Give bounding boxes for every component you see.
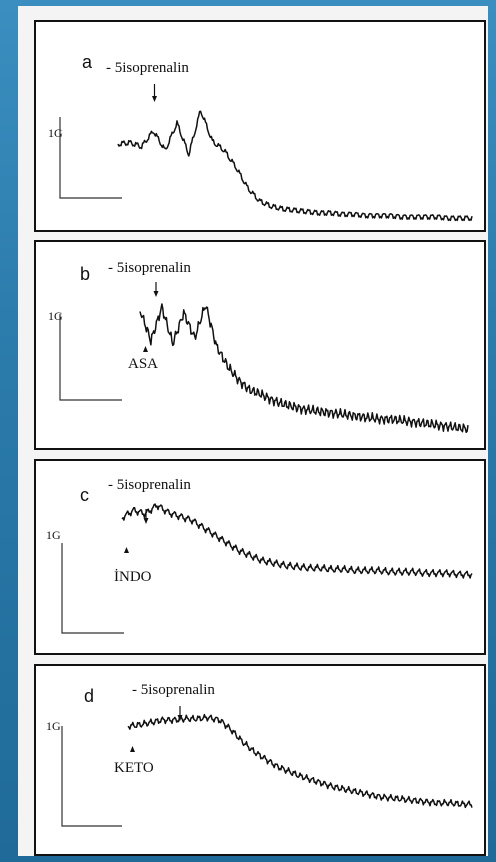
panel-a-trace [117, 110, 473, 222]
panel-d-pretreatment-arrow [130, 746, 135, 752]
panel-c: c - 5isoprenalin İNDO 1G [34, 459, 486, 655]
panel-a-agonist-label: - 5isoprenalin [106, 60, 189, 76]
panel-a-chart: a - 5isoprenalin 1G [48, 52, 473, 222]
panel-a-agonist-arrow [152, 96, 157, 102]
panel-d-scale-label: 1G [46, 719, 61, 733]
panel-c-letter: c [80, 485, 89, 505]
panel-d: d - 5isoprenalin KETO 1G [34, 664, 486, 856]
panel-b-letter: b [80, 264, 90, 284]
panel-c-trace [121, 503, 473, 579]
panel-b-pretreatment-label: ASA [128, 356, 158, 372]
panel-c-scale-bar [61, 543, 124, 634]
panel-b-chart: b - 5isoprenalin ASA 1G [48, 260, 469, 434]
panel-a-letter: a [82, 52, 93, 72]
panel-b-scale-label: 1G [48, 309, 63, 323]
panel-a-scale-label: 1G [48, 126, 63, 140]
panel-b-agonist-label: - 5isoprenalin [108, 260, 191, 276]
panel-c-agonist-arrow [143, 518, 149, 524]
panel-d-scale-bar [61, 726, 122, 827]
panel-d-chart: d - 5isoprenalin KETO 1G [46, 682, 473, 827]
panel-d-trace [127, 713, 473, 809]
panel-d-letter: d [84, 686, 94, 706]
panel-b-pretreatment-arrow [143, 346, 148, 352]
panel-d-pretreatment-label: KETO [114, 760, 154, 776]
panel-b: b - 5isoprenalin ASA 1G [34, 240, 486, 450]
panel-c-pretreatment-arrow [124, 547, 129, 553]
panel-a: a - 5isoprenalin 1G [34, 20, 486, 232]
panel-c-chart: c - 5isoprenalin İNDO 1G [46, 477, 473, 634]
panel-c-agonist-label: - 5isoprenalin [108, 477, 191, 493]
panel-d-agonist-label: - 5isoprenalin [132, 682, 215, 698]
panel-c-pretreatment-label: İNDO [114, 569, 152, 585]
panel-c-scale-label: 1G [46, 528, 61, 542]
panel-a-scale-bar [59, 117, 122, 199]
panel-b-agonist-arrow [153, 291, 159, 297]
figure-frame: a - 5isoprenalin 1G b - 5isoprenalin ASA… [18, 6, 488, 856]
panel-b-trace [139, 303, 469, 434]
panel-b-scale-bar [59, 314, 122, 401]
